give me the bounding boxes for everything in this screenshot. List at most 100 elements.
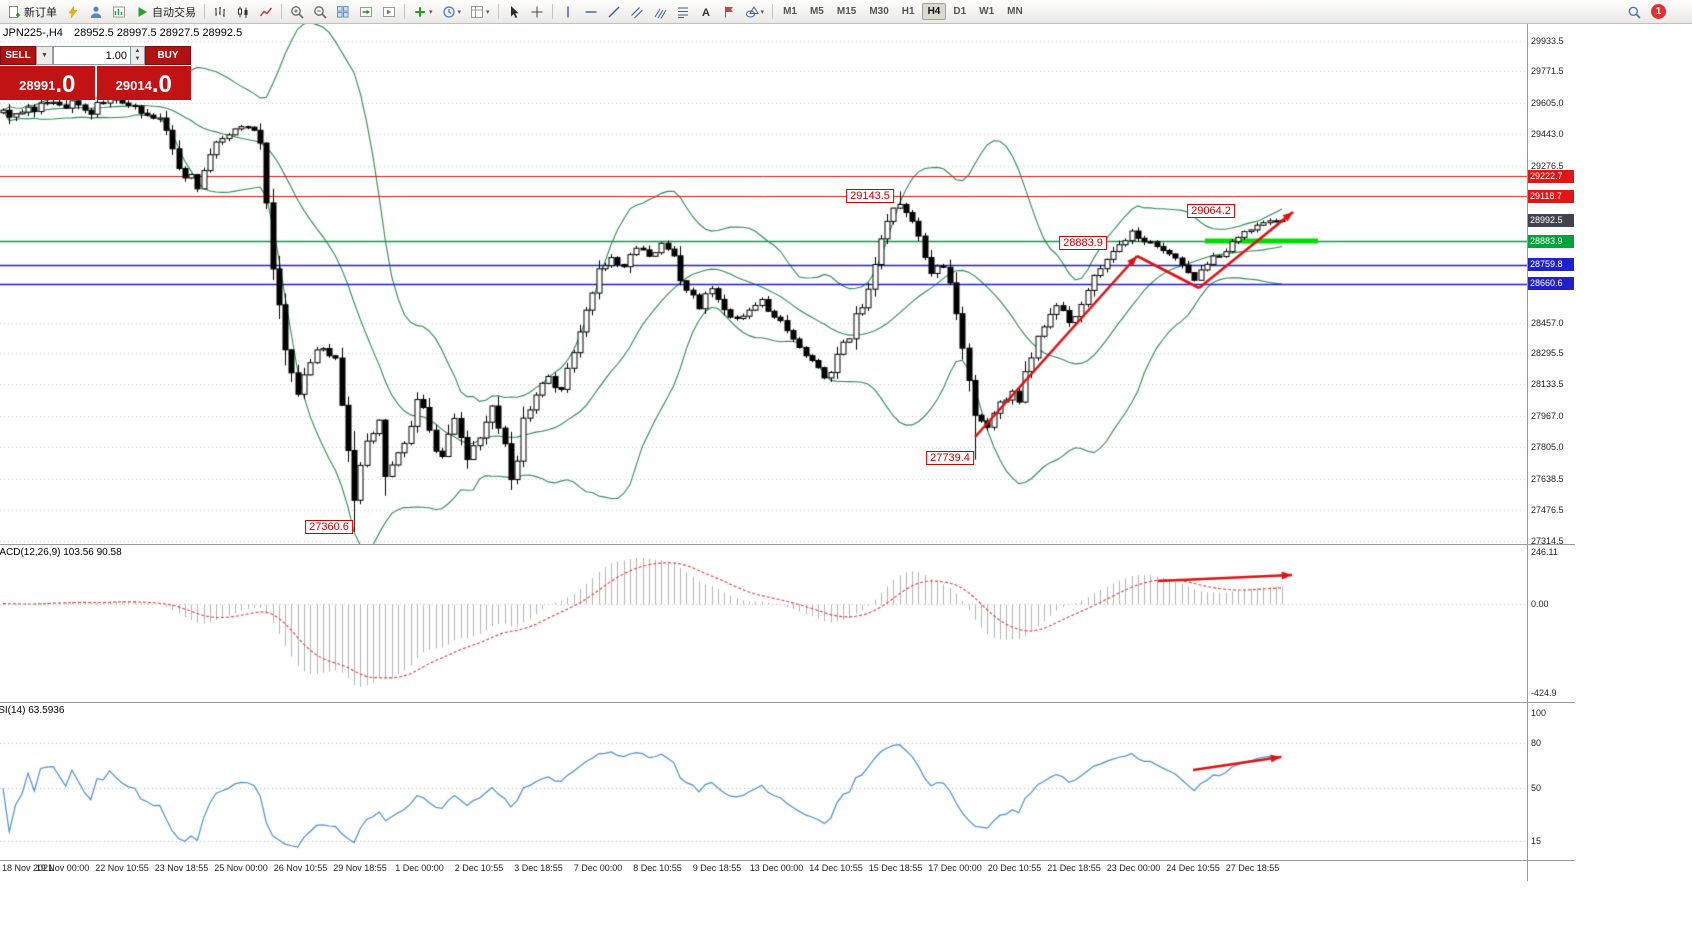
buy-price-main: 29014 [115, 78, 152, 93]
time-axis-label: 23 Dec 00:00 [1106, 863, 1161, 873]
price-tag: 28759.8 [1528, 258, 1574, 272]
price-axis-label: 27805.0 [1531, 442, 1564, 453]
vertical-line-button[interactable] [557, 2, 579, 22]
templates-button[interactable]: ▾ [466, 2, 494, 22]
timeframe-mn[interactable]: MN [1007, 6, 1023, 17]
sell-button[interactable]: SELL [0, 46, 36, 65]
candlestick-chart-button[interactable] [232, 2, 254, 22]
profile-icon[interactable] [85, 2, 107, 22]
toolbar-separator [772, 4, 774, 19]
ohlc-values: 28952.5 28997.5 28927.5 28992.5 [73, 27, 243, 39]
time-axis-label: 2 Dec 10:55 [454, 863, 504, 873]
time-axis-label: 24 Dec 10:55 [1166, 863, 1220, 873]
symbol-period-label: JPN225-,H4 [3, 27, 63, 39]
time-axis-separator [0, 860, 1575, 861]
crosshair-button[interactable] [526, 2, 548, 22]
macd-indicator-label: MACD(12,26,9) 103.56 90.58 [0, 547, 122, 558]
main-chart-canvas[interactable] [0, 24, 1527, 544]
price-tag: 28883.9 [1528, 234, 1574, 248]
panel-separator[interactable] [0, 544, 1575, 545]
indicators-button[interactable]: ▾ [409, 2, 437, 22]
periods-button[interactable]: ▾ [438, 2, 466, 22]
template-icon [471, 5, 484, 18]
macd-panel-canvas[interactable] [0, 545, 1527, 702]
rsi-panel-canvas[interactable] [0, 703, 1527, 860]
timeframe-w1[interactable]: W1 [979, 6, 995, 17]
price-callout: 28883.9 [1059, 236, 1107, 250]
zoom-in-button[interactable] [286, 2, 308, 22]
market-watch-icon[interactable] [108, 2, 130, 22]
main-toolbar: 新订单 自动交易 ▾ ▾ ▾ A ▾ M1 M5 M15 M30 H1 H4 D… [0, 0, 1692, 24]
price-callout: 27360.6 [305, 520, 353, 534]
clock-icon [442, 5, 455, 18]
price-axis-label: 28457.0 [1531, 317, 1564, 328]
rsi-axis-label: 50 [1531, 783, 1542, 794]
rsi-axis-label: 15 [1531, 835, 1542, 846]
sell-price-display[interactable]: 28991.0 [0, 66, 95, 100]
chevron-down-icon: ▾ [760, 8, 765, 16]
time-axis-label: 26 Nov 10:55 [273, 863, 328, 873]
price-callout: 27739.4 [926, 451, 974, 465]
timeframe-d1[interactable]: D1 [953, 6, 967, 17]
fibonacci-button[interactable] [672, 2, 694, 22]
rsi-axis-label: 100 [1531, 708, 1547, 719]
chart-shift-button[interactable] [378, 2, 400, 22]
zoom-out-button[interactable] [309, 2, 331, 22]
time-axis-label: 18 Nov 2021 [2, 863, 54, 873]
price-callout: 29064.2 [1187, 204, 1235, 218]
price-axis-label: 27967.0 [1531, 411, 1564, 422]
trendline-button[interactable] [603, 2, 625, 22]
buy-button[interactable]: BUY [145, 46, 191, 65]
notification-badge[interactable]: 1 [1651, 4, 1666, 19]
rsi-indicator-label: RSI(14) 63.5936 [0, 705, 65, 716]
price-axis-label: 27476.5 [1531, 504, 1564, 515]
indicators-add-icon [415, 6, 425, 17]
time-axis-label: 14 Dec 10:55 [809, 863, 863, 873]
time-axis-label: 22 Nov 10:55 [95, 863, 149, 873]
auto-trading-button[interactable]: 自动交易 [131, 2, 200, 22]
timeframe-m30[interactable]: M30 [869, 6, 889, 17]
pitchfork-button[interactable] [649, 2, 671, 22]
channel-button[interactable] [626, 2, 648, 22]
text-tool-button[interactable]: A [695, 2, 717, 22]
horizontal-line-button[interactable] [580, 2, 602, 22]
time-axis-label: 8 Dec 10:55 [633, 863, 682, 873]
timeframe-h1[interactable]: H1 [901, 6, 915, 17]
toolbar-separator [281, 4, 282, 19]
price-axis-label: 29605.0 [1531, 98, 1564, 109]
chevron-down-icon: ▾ [486, 8, 490, 16]
search-button[interactable] [1623, 2, 1645, 22]
cursor-button[interactable] [503, 2, 525, 22]
toolbar-separator [204, 4, 205, 19]
shapes-button[interactable]: ▾ [741, 2, 769, 22]
volume-input[interactable] [53, 46, 131, 65]
volume-stepper[interactable]: ▲ ▼ [131, 46, 145, 65]
buy-price-display[interactable]: 29014.0 [96, 66, 191, 100]
auto-scroll-button[interactable] [355, 2, 377, 22]
label-tool-button[interactable] [718, 2, 740, 22]
order-type-dropdown[interactable]: ▼ [36, 46, 53, 65]
price-axis-label: 27638.5 [1531, 473, 1564, 484]
time-axis-label: 25 Nov 00:00 [214, 863, 268, 873]
price-tag: 28992.5 [1528, 213, 1574, 227]
price-axis-label: 29771.5 [1531, 66, 1564, 77]
price-axis-border [1527, 24, 1528, 881]
auto-trading-label: 自动交易 [152, 6, 196, 19]
timeframe-h4[interactable]: H4 [921, 3, 947, 20]
timeframe-m1[interactable]: M1 [783, 6, 797, 17]
quick-trade-icon[interactable] [62, 2, 84, 22]
toolbar-separator [551, 4, 553, 19]
new-order-button[interactable]: 新订单 [3, 2, 61, 22]
bar-chart-button[interactable] [209, 2, 231, 22]
timeframe-m15[interactable]: M15 [836, 6, 857, 17]
chevron-down-icon: ▾ [457, 8, 462, 16]
price-tag: 29118.7 [1528, 189, 1574, 203]
line-chart-button[interactable] [255, 2, 277, 22]
timeframe-m5[interactable]: M5 [809, 6, 824, 17]
time-axis-label: 27 Dec 18:55 [1225, 863, 1280, 873]
panel-separator[interactable] [0, 702, 1575, 703]
price-axis-label: 28133.5 [1531, 379, 1564, 390]
time-axis-label: 19 Nov 00:00 [35, 863, 90, 873]
tile-windows-button[interactable] [332, 2, 354, 22]
